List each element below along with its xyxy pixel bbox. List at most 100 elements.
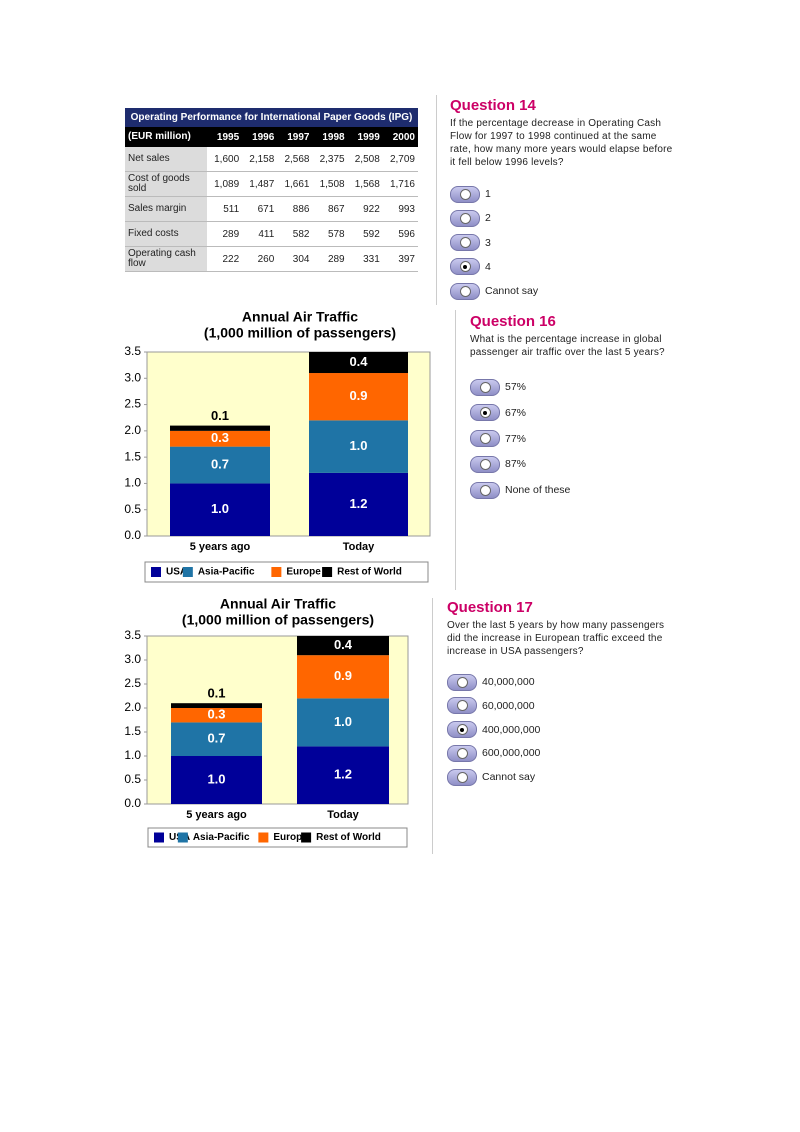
radio-circle [479,433,491,445]
bar-segment [170,446,270,484]
y-tick-label: 1.0 [124,748,141,762]
header-cell: 1999 [347,127,383,147]
table-cell: 1,661 [277,171,313,197]
radio-button[interactable] [470,430,500,448]
radio-button[interactable] [447,744,477,762]
radio-button[interactable] [450,234,480,252]
option-label: 3 [485,236,491,249]
row-label: Sales margin [125,196,207,222]
legend-label: Asia-Pacific [193,832,250,843]
legend-box [144,561,429,583]
option-label: 77% [505,432,527,445]
radio-button[interactable] [450,282,480,300]
radio-button[interactable] [470,404,500,422]
option-label: 2 [485,212,491,225]
radio-button[interactable] [450,185,480,203]
option[interactable]: Cannot say [447,768,535,786]
option[interactable]: 87% [470,455,526,473]
option[interactable]: 40,000,000 [447,673,535,691]
radio-button[interactable] [447,673,477,691]
option[interactable]: 77% [470,430,526,448]
option[interactable]: 57% [470,378,526,396]
option[interactable]: None of these [470,481,570,499]
table-cell: 1,089 [207,171,243,197]
title-row: Operating Performance for International … [125,108,418,127]
data-label: 0.4 [334,637,353,652]
legend-label: Europe [273,832,308,843]
chart-subtitle: (1,000 million of passengers) [182,612,374,628]
bar-segment [309,472,408,536]
option-label: 400,000,000 [482,723,541,736]
legend-label: Rest of World [337,567,402,578]
radio-button[interactable] [470,378,500,396]
option-label: 4 [485,260,491,273]
y-tick-label: 3.5 [124,628,141,642]
option[interactable]: Cannot say [450,282,538,300]
header-cell: (EUR million) [125,127,207,147]
option[interactable]: 1 [450,185,491,203]
header-cell: 1995 [207,127,243,147]
row-label: Operating cash flow [125,246,207,272]
bar-segment [297,636,389,656]
y-tick-label: 2.5 [124,676,141,690]
option[interactable]: 60,000,000 [447,697,535,715]
table-cell: 1,487 [242,171,278,197]
radio-selected [460,727,464,732]
legend-swatch [177,832,188,843]
legend-label: Europe [286,567,321,578]
radio-button[interactable] [470,455,500,473]
row-label: Fixed costs [125,221,207,247]
chart-title: Annual Air Traffic [220,596,336,612]
table-row: Operating cash flow 222 260 304 289 331 397 [125,246,418,272]
option-label: 67% [505,406,527,419]
option-label: 1 [485,188,491,200]
legend-box [147,827,408,848]
legend-swatch [258,832,269,843]
bar-segment [297,746,389,804]
option[interactable]: 67% [470,404,526,422]
table-cell: 2,158 [242,147,278,172]
option-label: 87% [505,458,527,471]
table-cell: 596 [382,221,418,247]
separator [455,310,456,590]
row-label: Cost of goods sold [125,171,207,197]
data-label: 1.0 [334,714,352,729]
y-tick-label: 1.5 [124,449,141,463]
option[interactable]: 600,000,000 [447,744,540,762]
x-tick-label: 5 years ago [186,809,247,821]
table-cell: 331 [347,246,383,272]
y-tick-label: 3.0 [124,652,141,666]
header-row: (EUR million) 1995 1996 1997 1998 1999 2000 [125,127,418,147]
question: Question 17 Over the last 5 years by how … [447,599,677,786]
radio-button[interactable] [447,721,477,739]
data-label: 0.7 [207,731,225,746]
radio-button[interactable] [450,209,480,227]
bar-segment [297,655,389,699]
question-title: Question 17 [447,599,533,616]
option[interactable]: 3 [450,234,491,252]
radio-circle [456,771,468,783]
table-row: Cost of goods sold 1,089 1,487 1,661 1,508 1,… [125,171,418,197]
radio-button[interactable] [447,768,477,786]
table-cell: 1,716 [382,171,418,197]
data-label: 0.9 [349,388,367,403]
data-table: Operating Performance for International … [125,108,418,272]
data-label: 1.0 [207,771,225,786]
x-tick-label: Today [327,809,359,821]
header-cell: 1997 [277,127,313,147]
data-label: 0.9 [334,668,352,683]
radio-circle [456,724,468,736]
radio-button[interactable] [450,258,480,276]
bar-segment [309,373,408,421]
radio-circle [459,188,471,200]
option[interactable]: 2 [450,209,491,227]
radio-button[interactable] [447,697,477,715]
option[interactable]: 4 [450,258,491,276]
question-text: What is the percentage increase in globa… [470,334,665,358]
option[interactable]: 400,000,000 [447,721,540,739]
table-cell: 1,600 [207,147,243,172]
y-tick-label: 0.5 [124,772,141,786]
bar-segment [171,708,262,723]
radio-button[interactable] [470,481,500,499]
